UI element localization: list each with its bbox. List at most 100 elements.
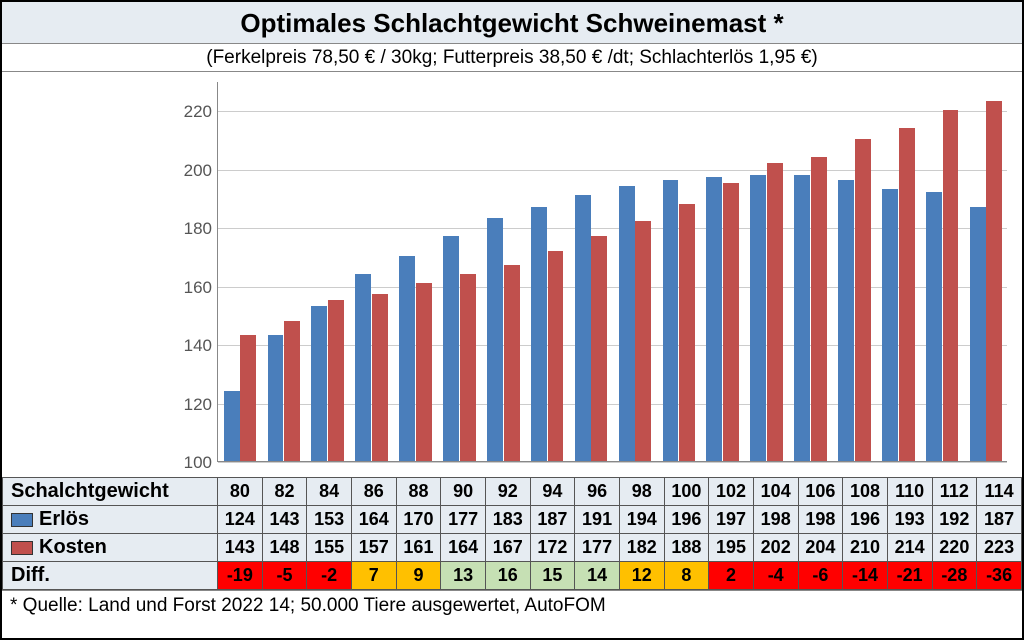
- cell: 195: [709, 534, 754, 562]
- bar-erloes: [355, 274, 371, 461]
- cell: -36: [977, 562, 1022, 590]
- cell: 12: [619, 562, 664, 590]
- cell: 143: [218, 534, 263, 562]
- row-label-kosten: Kosten: [3, 534, 218, 562]
- plot-region: 100120140160180200220: [217, 82, 1007, 462]
- cell: 106: [798, 478, 843, 506]
- footnote: * Quelle: Land und Forst 2022 14; 50.000…: [2, 590, 1022, 621]
- cell: 15: [530, 562, 575, 590]
- bar-erloes: [619, 186, 635, 461]
- y-tick-label: 100: [184, 453, 218, 473]
- bar-erloes: [575, 195, 591, 461]
- cell: 187: [530, 506, 575, 534]
- bar-kosten: [943, 110, 959, 461]
- cell: 210: [843, 534, 888, 562]
- cell: 214: [887, 534, 932, 562]
- cell: 80: [218, 478, 263, 506]
- cell: 193: [887, 506, 932, 534]
- gridline: 100: [218, 462, 1007, 463]
- y-tick-label: 120: [184, 395, 218, 415]
- cell: 198: [753, 506, 798, 534]
- cell: 220: [932, 534, 977, 562]
- cell: 82: [262, 478, 307, 506]
- chart-subtitle: (Ferkelpreis 78,50 € / 30kg; Futterpreis…: [2, 44, 1022, 72]
- cell: 124: [218, 506, 263, 534]
- bar-erloes: [224, 391, 240, 461]
- chart-title: Optimales Schlachtgewicht Schweinemast *: [2, 2, 1022, 44]
- cell: -14: [843, 562, 888, 590]
- bar-kosten: [767, 163, 783, 461]
- bar-kosten: [591, 236, 607, 461]
- bar-kosten: [723, 183, 739, 461]
- gridline: 200: [218, 170, 1007, 171]
- cell: 157: [351, 534, 396, 562]
- bar-kosten: [679, 204, 695, 461]
- cell: 197: [709, 506, 754, 534]
- cell: 161: [396, 534, 441, 562]
- cell: 198: [798, 506, 843, 534]
- cell: 172: [530, 534, 575, 562]
- cell: 164: [351, 506, 396, 534]
- bar-erloes: [531, 207, 547, 461]
- cell: 177: [575, 534, 620, 562]
- cell: -21: [887, 562, 932, 590]
- cell: 100: [664, 478, 709, 506]
- bar-erloes: [882, 189, 898, 461]
- bar-kosten: [504, 265, 520, 461]
- cell: 167: [485, 534, 530, 562]
- cell: 108: [843, 478, 888, 506]
- row-label-diff: Diff.: [3, 562, 218, 590]
- table-row-diff: Diff.-19-5-279131615141282-4-6-14-21-28-…: [3, 562, 1022, 590]
- bar-erloes: [487, 218, 503, 461]
- bar-kosten: [460, 274, 476, 461]
- cell: 16: [485, 562, 530, 590]
- table-row-schlachtgewicht: Schalchtgewicht8082848688909294969810010…: [3, 478, 1022, 506]
- bar-kosten: [372, 294, 388, 461]
- bar-kosten: [986, 101, 1002, 461]
- cell: 182: [619, 534, 664, 562]
- cell: 14: [575, 562, 620, 590]
- bar-kosten: [811, 157, 827, 461]
- bar-kosten: [899, 128, 915, 461]
- row-label-text: Schalchtgewicht: [11, 480, 169, 502]
- bar-erloes: [706, 177, 722, 461]
- bar-erloes: [970, 207, 986, 461]
- cell: 84: [307, 478, 352, 506]
- cell: 7: [351, 562, 396, 590]
- cell: 183: [485, 506, 530, 534]
- cell: 153: [307, 506, 352, 534]
- cell: 92: [485, 478, 530, 506]
- cell: 110: [887, 478, 932, 506]
- cell: -28: [932, 562, 977, 590]
- legend-swatch-kosten: [11, 541, 33, 555]
- bar-erloes: [794, 175, 810, 461]
- cell: 2: [709, 562, 754, 590]
- row-label-text: Kosten: [39, 536, 107, 558]
- row-label-text: Diff.: [11, 564, 50, 586]
- cell: 102: [709, 478, 754, 506]
- cell: 9: [396, 562, 441, 590]
- cell: 194: [619, 506, 664, 534]
- cell: 112: [932, 478, 977, 506]
- cell: -6: [798, 562, 843, 590]
- bar-kosten: [328, 300, 344, 461]
- cell: 187: [977, 506, 1022, 534]
- cell: 143: [262, 506, 307, 534]
- cell: 94: [530, 478, 575, 506]
- data-table: Schalchtgewicht8082848688909294969810010…: [2, 477, 1022, 590]
- bar-erloes: [399, 256, 415, 461]
- cell: 148: [262, 534, 307, 562]
- cell: 155: [307, 534, 352, 562]
- legend-swatch-erloes: [11, 513, 33, 527]
- cell: 114: [977, 478, 1022, 506]
- y-tick-label: 140: [184, 336, 218, 356]
- cell: 98: [619, 478, 664, 506]
- cell: 196: [664, 506, 709, 534]
- y-tick-label: 160: [184, 278, 218, 298]
- bar-erloes: [663, 180, 679, 461]
- cell: -5: [262, 562, 307, 590]
- cell: 86: [351, 478, 396, 506]
- cell: 196: [843, 506, 888, 534]
- bar-kosten: [855, 139, 871, 461]
- cell: 170: [396, 506, 441, 534]
